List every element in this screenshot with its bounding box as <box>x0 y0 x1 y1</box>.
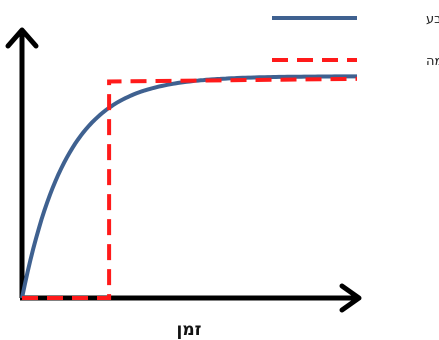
y-axis-arrowhead <box>5 27 39 49</box>
series-line-norm <box>22 76 358 300</box>
series-line-nature <box>20 74 357 299</box>
x-axis-arrowhead <box>339 283 362 313</box>
legend-label-norm: הנורמה <box>426 54 439 69</box>
legend-label-nature: הטבע <box>426 12 439 27</box>
x-axis-label: זמן <box>177 320 202 340</box>
series-layer <box>20 74 358 300</box>
legend: הטבע הנורמה <box>272 12 439 69</box>
